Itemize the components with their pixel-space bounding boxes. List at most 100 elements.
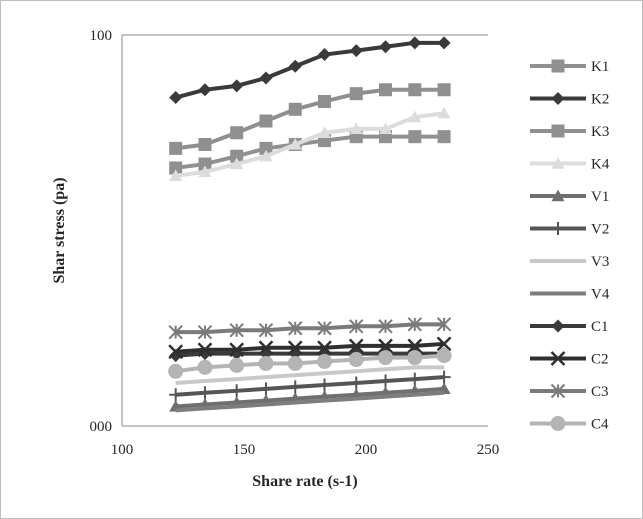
legend-swatch-marker — [550, 351, 566, 366]
legend-label: V4 — [591, 287, 610, 303]
data-point-v2 — [437, 370, 451, 384]
data-point-k2 — [259, 71, 273, 85]
series-line-v4 — [175, 390, 445, 413]
legend-label: K1 — [591, 59, 609, 75]
data-point-k1 — [198, 157, 212, 171]
legend-item-k2: K2 — [530, 92, 609, 108]
legend-item-c2: C2 — [530, 351, 609, 368]
data-point-k4 — [259, 149, 273, 162]
data-point-k3 — [230, 126, 244, 140]
data-point-c3 — [407, 317, 423, 332]
series-k2 — [169, 36, 451, 105]
data-point-c3 — [436, 317, 452, 332]
data-point-k1 — [230, 149, 244, 163]
data-point-c4 — [229, 357, 245, 373]
legend-label: K3 — [591, 124, 609, 140]
legend: K1 K2 K3 K4 V1 V2 V3 V4 C1 C2 C3 C4 — [530, 59, 610, 433]
legend-item-c1: C1 — [530, 319, 609, 335]
data-point-k2 — [318, 48, 332, 62]
legend-item-v2: V2 — [530, 222, 609, 238]
axes — [121, 34, 488, 427]
data-point-c2 — [197, 342, 213, 358]
data-point-k1 — [437, 130, 451, 144]
data-point-k1 — [408, 130, 422, 144]
data-point-c3 — [258, 322, 274, 338]
legend-item-v4: V4 — [530, 287, 610, 303]
data-point-k2 — [198, 83, 212, 97]
data-point-v2 — [349, 376, 363, 390]
series-line-c1 — [175, 351, 445, 358]
legend-item-k4: K4 — [530, 157, 610, 173]
data-point-k3 — [288, 102, 302, 116]
data-point-c3 — [349, 319, 364, 334]
series-k4 — [169, 106, 451, 181]
data-point-c2 — [348, 338, 364, 354]
data-point-c4 — [436, 348, 452, 364]
data-point-k3 — [408, 83, 422, 97]
legend-swatch-marker — [551, 222, 565, 235]
legend-label: V1 — [591, 189, 609, 205]
data-point-k4 — [198, 165, 212, 178]
data-point-c2 — [168, 344, 184, 360]
series-line-k4 — [175, 111, 445, 178]
legend-label: C1 — [591, 319, 609, 335]
series-line-k3 — [175, 87, 445, 151]
y-tick-label: 100 — [90, 28, 113, 44]
data-point-c4 — [348, 352, 364, 368]
data-point-k4 — [349, 122, 363, 135]
data-point-v2 — [318, 378, 332, 392]
legend-label: C4 — [591, 417, 609, 433]
x-tick-label: 100 — [111, 442, 134, 458]
data-point-v2 — [259, 382, 273, 396]
legend-item-c3: C3 — [530, 383, 609, 400]
data-point-v2 — [288, 380, 302, 394]
data-point-c2 — [229, 342, 245, 358]
legend-label: C2 — [591, 352, 609, 368]
data-point-k4 — [230, 157, 244, 170]
data-point-c2 — [436, 336, 452, 352]
data-point-c3 — [168, 324, 183, 340]
data-point-c4 — [287, 355, 303, 371]
y-tick-label: 000 — [90, 419, 113, 435]
legend-swatch-marker — [551, 319, 565, 333]
series-line-v2 — [175, 375, 445, 397]
data-point-k4 — [408, 110, 422, 123]
data-point-v2 — [408, 372, 422, 386]
data-point-c4 — [378, 350, 394, 366]
data-point-k1 — [169, 161, 183, 175]
data-point-c3 — [229, 322, 244, 338]
data-point-v2 — [230, 384, 244, 398]
data-point-k1 — [259, 141, 273, 155]
legend-swatch-marker — [551, 124, 565, 138]
data-point-c4 — [168, 363, 184, 379]
series-line-v1 — [175, 386, 445, 409]
data-point-c3 — [317, 321, 332, 336]
data-point-c2 — [258, 340, 274, 356]
legend-item-k3: K3 — [530, 124, 609, 140]
x-tick-label: 200 — [355, 442, 378, 458]
data-point-k4 — [437, 106, 451, 119]
data-point-c3 — [197, 324, 213, 340]
data-point-k3 — [169, 141, 183, 155]
data-point-c4 — [317, 353, 333, 369]
data-point-c2 — [287, 340, 303, 356]
data-point-k4 — [288, 137, 302, 150]
data-point-k3 — [198, 137, 212, 151]
y-axis-title: Shar stress (pa) — [51, 177, 68, 283]
legend-swatch-marker — [550, 383, 566, 399]
data-point-k3 — [318, 94, 332, 108]
data-point-c4 — [258, 355, 274, 371]
data-point-k2 — [349, 44, 363, 58]
series-line-c4 — [175, 353, 445, 374]
data-point-k4 — [379, 122, 393, 135]
series-v2 — [169, 370, 451, 402]
series-line-v3 — [175, 365, 445, 385]
data-point-k3 — [437, 83, 451, 97]
data-point-k2 — [230, 79, 244, 93]
data-point-v2 — [198, 386, 212, 400]
series-c3 — [168, 317, 452, 340]
data-point-k2 — [169, 91, 183, 105]
data-point-c2 — [317, 340, 332, 356]
data-point-v2 — [169, 388, 183, 402]
